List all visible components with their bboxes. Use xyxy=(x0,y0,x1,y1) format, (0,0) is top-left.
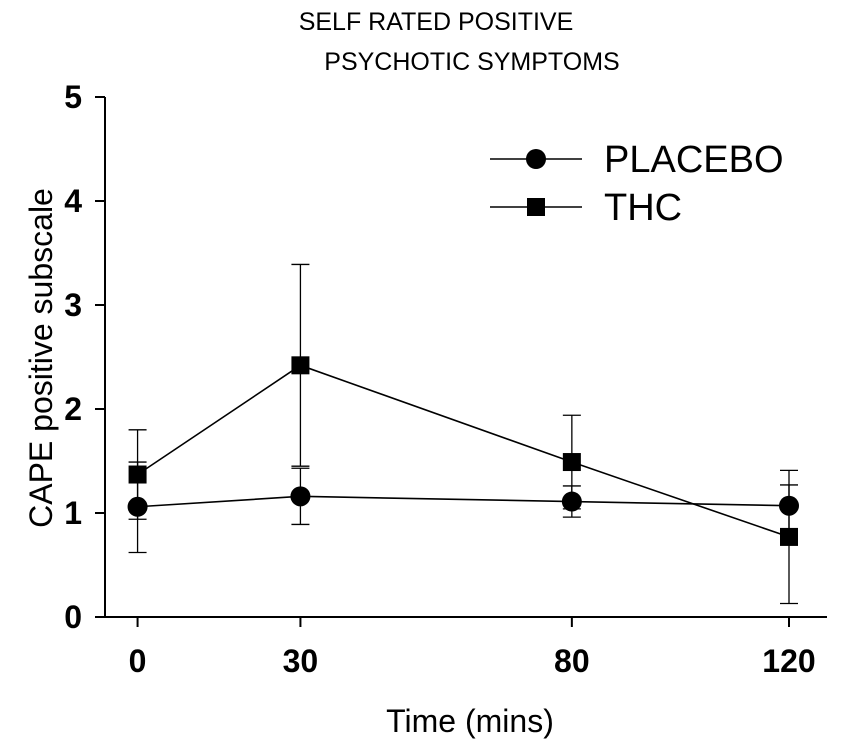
y-tick-label: 5 xyxy=(64,79,82,115)
thc-point xyxy=(128,465,147,484)
thc-series-line xyxy=(137,364,790,538)
legend-label-thc: THC xyxy=(604,187,682,229)
chart-title-line1: SELF RATED POSITIVE xyxy=(299,8,574,36)
placebo-point xyxy=(290,486,311,507)
y-tick-label: 0 xyxy=(64,599,82,635)
x-tick-label: 0 xyxy=(129,643,147,679)
x-tick-label: 30 xyxy=(283,643,319,679)
x-tick-label: 120 xyxy=(762,643,815,679)
chart-title-line2: PSYCHOTIC SYMPTOMS xyxy=(324,48,619,76)
y-tick-label: 4 xyxy=(64,183,82,219)
y-tick-label: 1 xyxy=(64,495,82,531)
legend-label-placebo: PLACEBO xyxy=(604,139,784,181)
thc-point xyxy=(780,527,798,546)
thc-point xyxy=(562,453,581,472)
y-tick-label: 3 xyxy=(64,287,82,323)
y-tick-label: 2 xyxy=(64,391,82,427)
x-axis-label: Time (mins) xyxy=(386,703,554,739)
legend: PLACEBO THC xyxy=(490,139,784,229)
placebo-series-line xyxy=(137,495,790,508)
plot-area: 0 1 2 3 4 5 0 30 80 120 xyxy=(64,79,827,679)
x-tick-label: 80 xyxy=(554,643,590,679)
legend-marker-placebo xyxy=(526,149,546,169)
thc-point xyxy=(291,356,310,375)
legend-marker-thc xyxy=(527,198,545,216)
y-axis-label: CAPE positive subscale xyxy=(23,188,59,528)
